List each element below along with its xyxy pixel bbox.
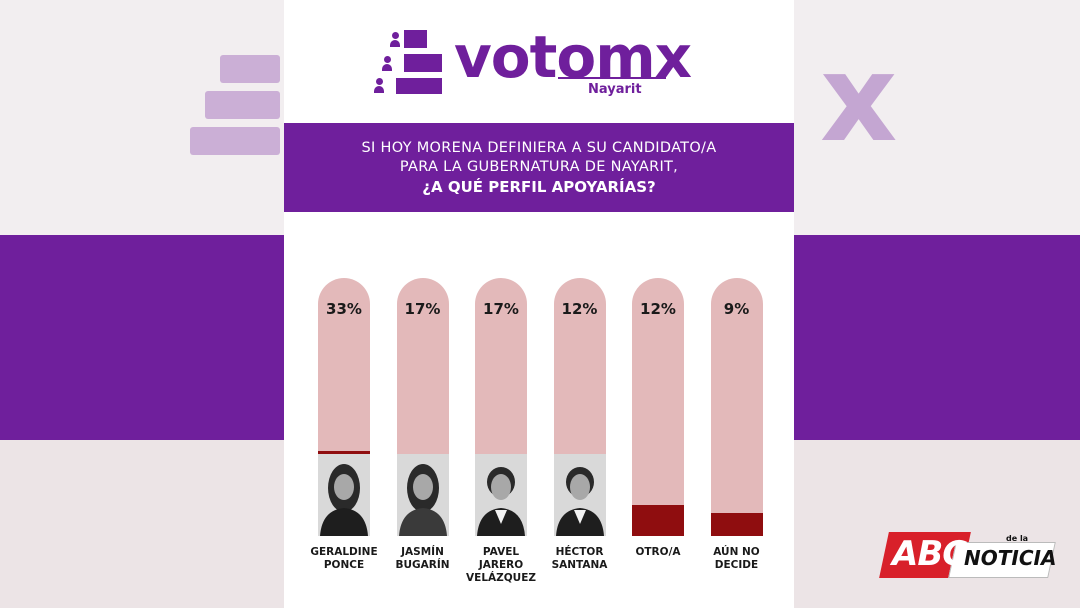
question-line-2: PARA LA GUBERNATURA DE NAYARIT, <box>399 159 679 175</box>
category-label: AÚN NO DECIDE <box>713 546 760 571</box>
category-label: JASMÍN BUGARÍN <box>395 546 450 571</box>
abc-noticia-watermark: ABC de la NOTICIA <box>879 532 1057 582</box>
bar-track: 17% <box>396 278 449 536</box>
category-label: PAVEL JARERO VELÁZQUEZ <box>466 546 536 584</box>
data-label: 12% <box>640 300 676 318</box>
votomx-logo: votomx Nayarit <box>374 23 700 98</box>
data-label: 12% <box>561 300 598 318</box>
candidate-photo-icon <box>396 454 449 536</box>
bar-track: 12% <box>632 278 684 536</box>
question-line-3: ¿A QUÉ PERFIL APOYARÍAS? <box>422 178 656 196</box>
bar <box>710 512 763 536</box>
question-line-1: SI HOY MORENA DEFINIERA A SU CANDIDATO/A <box>361 140 717 156</box>
bar-chart: 33% GERALDINE PONCE 17% JASMÍN BUGARÍN 17% PA… <box>284 260 794 608</box>
data-label: 9% <box>723 300 750 318</box>
brand-name: votomx <box>454 23 692 91</box>
bar-track: 9% <box>710 278 763 536</box>
bar-track: 17% <box>475 278 527 536</box>
question-banner: SI HOY MORENA DEFINIERA A SU CANDIDATO/A… <box>284 123 794 212</box>
background-logo-x-blur: x <box>820 30 898 169</box>
data-label: 17% <box>483 300 519 318</box>
watermark-noticia: NOTICIA <box>964 546 1057 570</box>
bar <box>632 505 684 536</box>
category-label: HÉCTOR SANTANA <box>551 546 608 571</box>
people-on-steps-icon <box>374 30 442 94</box>
candidate-photo-icon <box>318 454 370 536</box>
watermark-de-la: de la <box>1006 534 1029 543</box>
data-label: 17% <box>404 300 441 318</box>
candidate-photo-icon <box>475 454 527 536</box>
brand-underline <box>558 77 666 79</box>
poll-card: votomx Nayarit SI HOY MORENA DEFINIERA A… <box>284 0 794 608</box>
bar-track: 12% <box>553 278 606 536</box>
data-label: 33% <box>326 300 362 318</box>
bar-track: 33% <box>318 278 370 536</box>
watermark-abc: ABC <box>892 534 967 574</box>
category-label: GERALDINE PONCE <box>310 546 378 571</box>
candidate-photo-icon <box>553 454 606 536</box>
background-logo-blur <box>190 55 280 165</box>
category-label: OTRO/A <box>635 546 681 558</box>
brand-region: Nayarit <box>588 82 642 97</box>
